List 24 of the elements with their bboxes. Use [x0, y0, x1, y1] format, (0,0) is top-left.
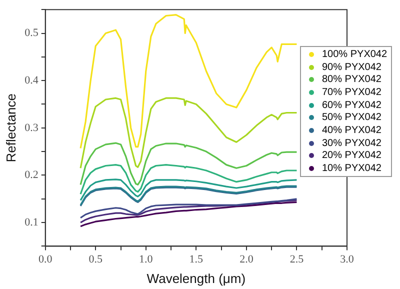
x-tick-label: 0.5: [88, 254, 103, 266]
legend-label: 60% PYX042: [322, 100, 382, 111]
legend-label: 90% PYX042: [322, 62, 382, 73]
legend-label: 20% PYX042: [322, 150, 382, 162]
legend-label: 70% PYX042: [322, 86, 382, 98]
x-axis-title: Wavelength (μm): [146, 270, 246, 286]
y-tick-label: 0.5: [24, 27, 39, 40]
y-tick-label: 0.1: [24, 216, 38, 228]
x-tick-label: 1.0: [139, 254, 154, 266]
y-tick-label: 0.2: [24, 169, 38, 182]
y-axis-title: Reflectance: [3, 94, 18, 162]
x-tick-label: 2.0: [240, 254, 254, 266]
legend-label: 50% PYX042: [322, 112, 382, 124]
y-tick-label: 0.3: [24, 122, 39, 134]
x-tick-label: 0.0: [38, 254, 53, 266]
y-tick-label: 0.4: [24, 74, 39, 86]
legend-label: 10% PYX042: [322, 163, 382, 174]
legend-label: 80% PYX042: [322, 74, 382, 86]
legend-label: 30% PYX042: [322, 138, 382, 149]
x-tick-label: 3.0: [340, 254, 354, 266]
legend-label: 40% PYX042: [322, 124, 382, 136]
legend-label: 100% PYX042: [322, 48, 388, 60]
x-tick-label: 1.5: [189, 254, 204, 266]
x-tick-label: 2.5: [290, 254, 304, 266]
